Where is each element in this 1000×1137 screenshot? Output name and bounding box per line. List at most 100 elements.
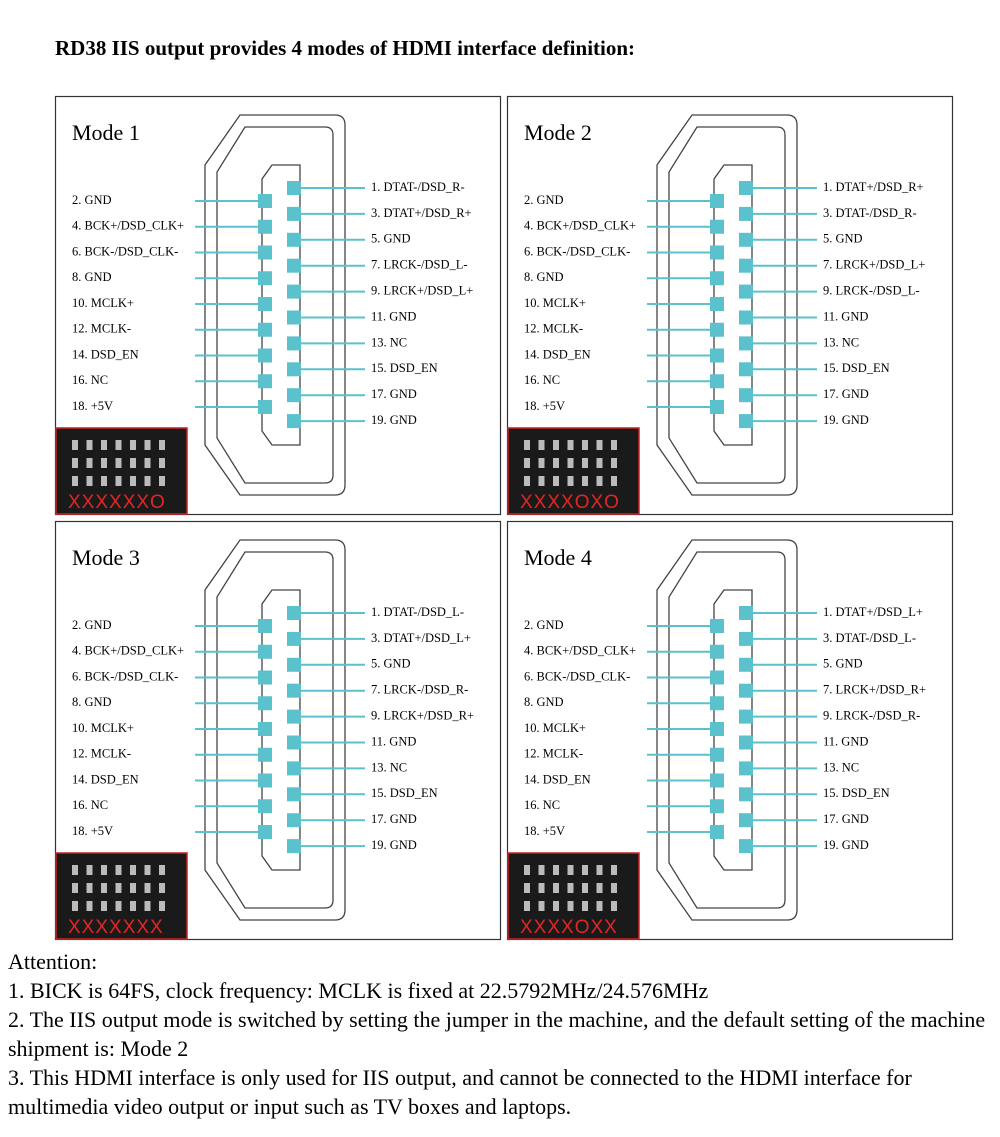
pin [739, 709, 753, 724]
pin [739, 683, 753, 698]
pin [287, 761, 301, 776]
pin [739, 206, 753, 221]
pin-label: 16. NC [524, 373, 560, 387]
pin [258, 696, 272, 711]
pin [739, 181, 753, 195]
jumper-pin [538, 865, 545, 875]
pin-holder [261, 164, 301, 446]
jumper-pin [101, 458, 107, 468]
pin [710, 722, 724, 736]
pin [287, 657, 301, 672]
pin [739, 735, 753, 750]
connector-inner [668, 551, 786, 909]
pin [710, 773, 724, 788]
pin-label: 12. MCLK- [72, 322, 131, 336]
pin [258, 670, 272, 685]
pin [287, 414, 301, 429]
pin-label: 10. MCLK+ [72, 296, 134, 310]
note: 2. The IIS output mode is switched by se… [8, 1007, 986, 1061]
pin-label: 2. GND [524, 618, 564, 632]
jumper-pin [115, 440, 122, 450]
jumper-pin [596, 458, 603, 468]
pin [258, 722, 272, 736]
jumper-pin [553, 476, 559, 486]
jumper-pin [596, 476, 603, 486]
jumper-pin [596, 440, 603, 450]
jumper-pin [115, 883, 122, 893]
pin-label: 7. LRCK-/DSD_L- [371, 258, 468, 272]
jumper-pin [611, 901, 617, 911]
pin [287, 839, 301, 854]
pin-label: 8. GND [524, 270, 564, 284]
pin-label: 12. MCLK- [524, 322, 583, 336]
jumper-pin [567, 440, 574, 450]
jumper-pin [596, 865, 603, 875]
pin [710, 644, 724, 659]
connector-inner [668, 126, 786, 484]
pin [710, 619, 724, 633]
pin [258, 348, 272, 363]
mode-title: Mode 2 [524, 120, 592, 145]
pin [258, 400, 272, 414]
jumper-photo: XXXXOXX [507, 852, 640, 940]
jumper-pin [159, 901, 165, 911]
jumper-photo: XXXXXXX [55, 852, 188, 940]
pin [258, 773, 272, 788]
pin [287, 206, 301, 221]
jumper-pin [144, 476, 151, 486]
pin-label: 8. GND [72, 695, 112, 709]
pin-label: 19. GND [371, 838, 417, 852]
pin-label: 2. GND [524, 193, 564, 207]
pin-label: 11. GND [371, 309, 416, 323]
pin-label: 3. DTAT-/DSD_L- [823, 631, 916, 645]
pin-label: 7. LRCK-/DSD_R- [371, 683, 468, 697]
pin [287, 284, 301, 299]
jumper-pin [567, 901, 574, 911]
pin-label: 9. LRCK-/DSD_L- [823, 283, 920, 297]
mode-panel: Mode 2 2. GND 4. BCK+/DSD_CLK+ 6. BCK-/DSD_… [506, 95, 954, 516]
pin [739, 310, 753, 325]
jumper-pin [86, 883, 93, 893]
connector-outer [204, 114, 346, 496]
pin-label: 15. DSD_EN [823, 786, 890, 800]
pin [710, 219, 724, 234]
pin [287, 631, 301, 646]
pin-label: 6. BCK-/DSD_CLK- [72, 244, 178, 258]
pin-label: 12. MCLK- [72, 747, 131, 761]
pin-label: 8. GND [524, 695, 564, 709]
pin-label: 4. BCK+/DSD_CLK+ [72, 644, 184, 658]
pin [287, 310, 301, 325]
pin [287, 709, 301, 724]
jumper-pin [553, 458, 559, 468]
pin-label: 19. GND [371, 413, 417, 427]
pin [710, 348, 724, 363]
jumper-pin [115, 458, 122, 468]
pin [710, 374, 724, 389]
pin [287, 787, 301, 802]
jumper-pin [130, 458, 136, 468]
jumper-pin [72, 440, 78, 450]
pin-label: 7. LRCK+/DSD_L+ [823, 258, 925, 272]
pin-label: 18. +5V [524, 824, 565, 838]
pin [710, 297, 724, 311]
pin [710, 670, 724, 685]
pin [258, 799, 272, 814]
pin [710, 400, 724, 414]
jumper-pin [86, 458, 93, 468]
pin [710, 271, 724, 286]
pin-label: 10. MCLK+ [72, 721, 134, 735]
mode-panel: Mode 3 2. GND 4. BCK+/DSD_CLK+ 6. BCK-/DSD_… [54, 520, 502, 941]
pin-label: 7. LRCK+/DSD_R+ [823, 683, 926, 697]
pin-holder [261, 589, 301, 871]
jumper-pin [524, 865, 530, 875]
jumper-pin [130, 901, 136, 911]
pin-holder [713, 164, 753, 446]
pin-label: 9. LRCK-/DSD_R- [823, 708, 920, 722]
jumper-pin [159, 865, 165, 875]
jumper-pin [101, 476, 107, 486]
pin-label: 10. MCLK+ [524, 296, 586, 310]
jumper-pin [524, 476, 530, 486]
jumper-pin [115, 865, 122, 875]
pin [258, 194, 272, 208]
